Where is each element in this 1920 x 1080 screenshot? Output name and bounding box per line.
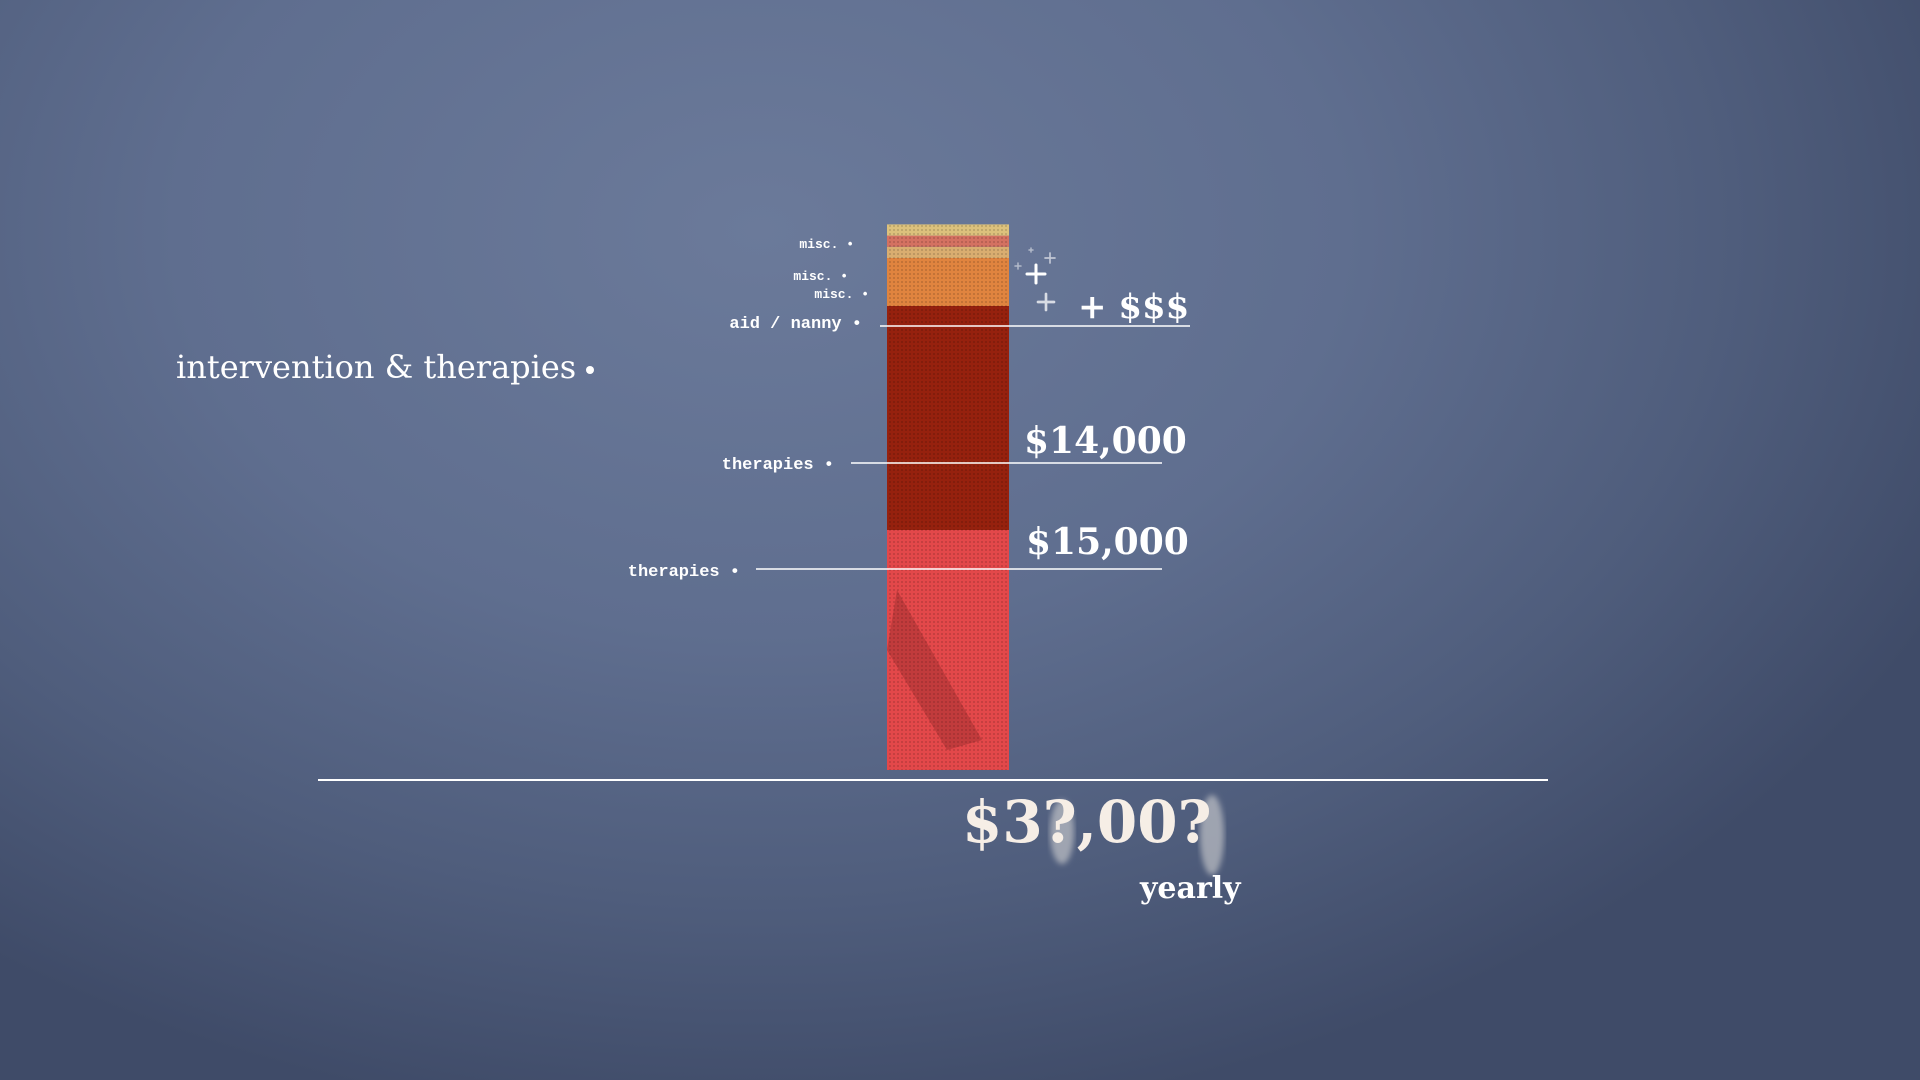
plus-mark-5: [1028, 247, 1034, 253]
bar-texture-5: [887, 235, 1009, 247]
plus-marks: [1014, 247, 1056, 312]
plus-mark-4: [1014, 262, 1022, 270]
segment-label-4: misc. •: [814, 287, 869, 302]
total-glow-mark: [1050, 800, 1074, 864]
heading-bullet: [586, 365, 595, 374]
amount-label-2: $14,000: [1024, 420, 1187, 462]
amount-labels: $15,000 $14,000 + $$$: [1024, 287, 1189, 563]
total-group: $3?,00? yearly: [962, 788, 1242, 906]
total-glow-mark-2: [1200, 795, 1224, 875]
segment-label-6: misc. •: [799, 237, 854, 252]
total-amount: $3?,00?: [962, 788, 1212, 856]
chart-heading: intervention & therapies: [176, 348, 595, 386]
plus-mark-1: [1025, 263, 1047, 285]
bar-texture-2: [887, 306, 1009, 530]
bar-texture: [887, 224, 1009, 770]
bar-texture-4: [887, 246, 1009, 258]
period-label: yearly: [1139, 871, 1242, 906]
bar-texture-1: [887, 530, 1009, 770]
segment-label-3: aid / nanny •: [729, 315, 862, 334]
segment-label-1: therapies •: [628, 563, 740, 582]
plus-mark-2: [1036, 292, 1056, 312]
amount-label-3: + $$$: [1078, 287, 1189, 327]
bar-texture-3: [887, 258, 1009, 306]
segment-label-2: therapies •: [722, 456, 834, 475]
plus-mark-3: [1044, 252, 1056, 264]
segment-label-5: misc. •: [793, 269, 848, 284]
amount-label-1: $15,000: [1026, 521, 1189, 563]
heading-text: intervention & therapies: [176, 348, 577, 386]
bar-photo-shade: [887, 590, 982, 750]
bar-texture-6: [887, 224, 1009, 236]
leader-lines: [756, 325, 1190, 570]
segment-labels: therapies • therapies • aid / nanny • misc.…: [628, 237, 869, 582]
